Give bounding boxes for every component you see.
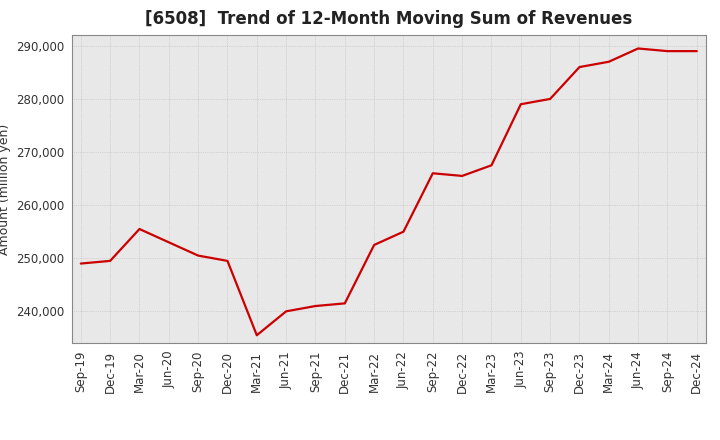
Title: [6508]  Trend of 12-Month Moving Sum of Revenues: [6508] Trend of 12-Month Moving Sum of R… [145,10,632,28]
Y-axis label: Amount (million yen): Amount (million yen) [0,124,11,255]
